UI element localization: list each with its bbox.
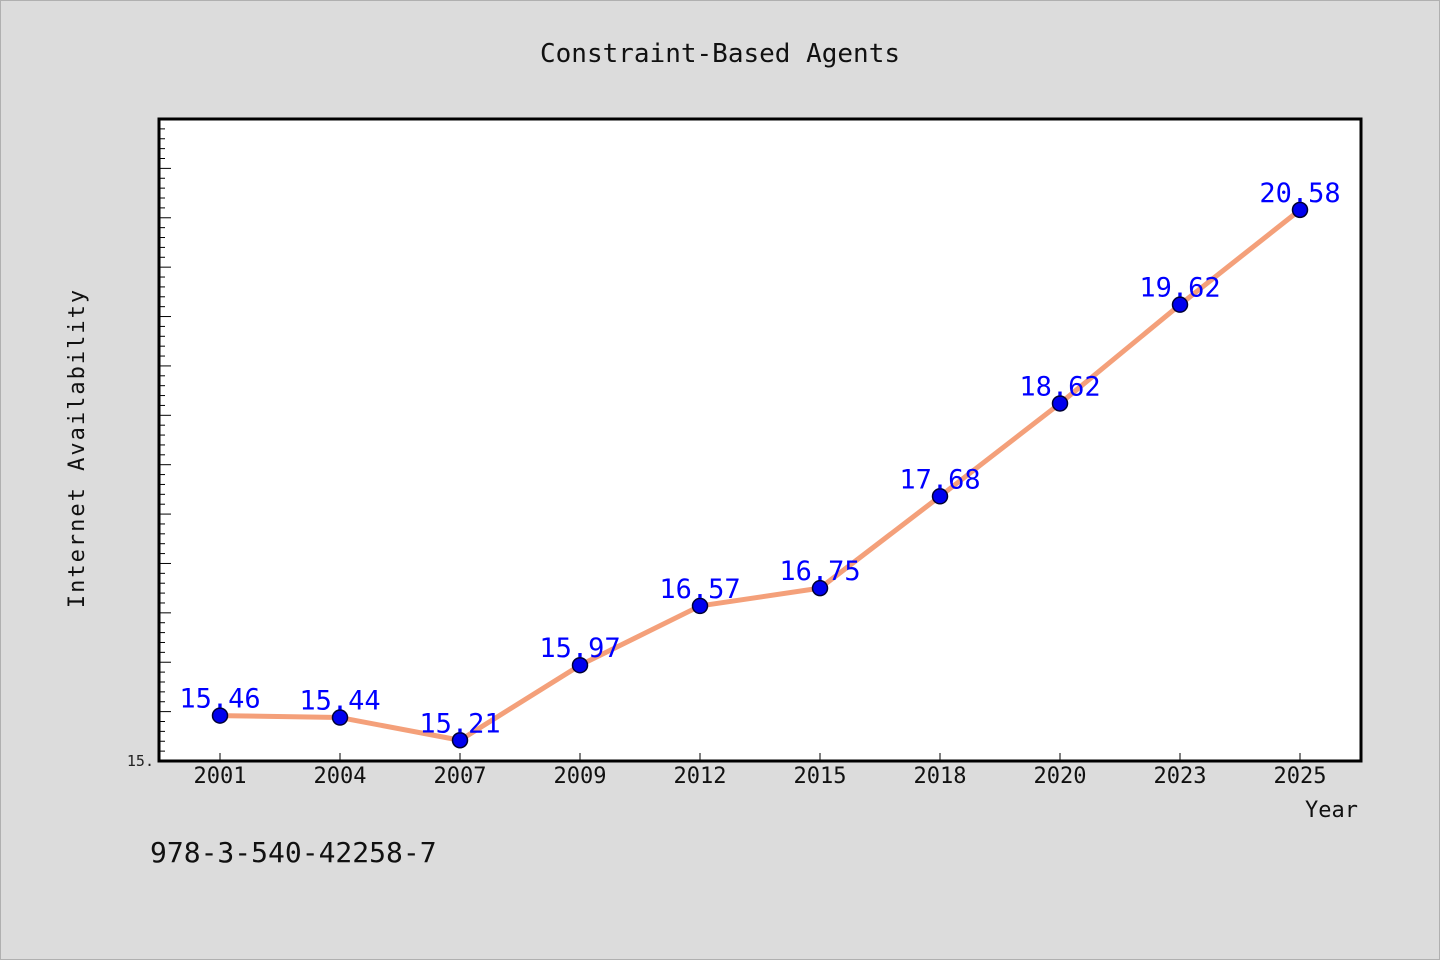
- y-tick-label: 15.: [127, 752, 154, 770]
- series-markers: [211, 201, 1309, 749]
- data-point: [1291, 201, 1309, 219]
- x-tick-label: 2001: [194, 764, 247, 789]
- chart-title: Constraint-Based Agents: [540, 39, 900, 69]
- footer-code: 978-3-540-42258-7: [150, 836, 437, 869]
- data-point: [451, 732, 469, 749]
- y-axis-label: Internet Availability: [65, 288, 90, 608]
- x-tick-label: 2018: [914, 764, 967, 789]
- data-point: [931, 488, 949, 505]
- data-label: 17.68: [899, 464, 980, 495]
- data-labels: 15.46 15.44 15.21 15.97 16.57 16.75 17.68 18.62…: [179, 178, 1340, 739]
- x-tick-label: 2012: [674, 764, 727, 789]
- x-tick-label: 2025: [1274, 764, 1327, 789]
- x-tick-labels: 2001 2004 2007 2009 2012 2015 2018 2020 2023 2025: [194, 764, 1327, 789]
- data-label: 20.58: [1259, 178, 1340, 209]
- x-tick-label: 2020: [1034, 764, 1087, 789]
- x-tick-label: 2015: [794, 764, 847, 789]
- data-point: [211, 707, 229, 724]
- data-label: 15.97: [539, 633, 620, 664]
- data-label: 15.46: [179, 684, 260, 715]
- data-label: 16.75: [779, 556, 860, 587]
- x-tick-label: 2007: [434, 764, 487, 789]
- plot-border: [157, 117, 1363, 763]
- data-label: 19.62: [1139, 273, 1220, 304]
- data-label: 18.62: [1019, 371, 1100, 402]
- data-label: 15.44: [299, 686, 380, 717]
- data-point: [331, 709, 349, 726]
- x-axis-label: Year: [1305, 798, 1358, 823]
- data-point: [1171, 296, 1189, 313]
- data-point: [1051, 395, 1069, 412]
- x-tick-label: 2004: [314, 764, 367, 789]
- data-point: [571, 656, 589, 674]
- data-point: [691, 597, 709, 615]
- plot-area: [159, 119, 1361, 761]
- data-label: 15.21: [419, 708, 500, 739]
- data-point: [811, 579, 829, 597]
- data-label: 16.57: [659, 574, 740, 605]
- series-line: [217, 207, 1303, 743]
- x-tick-label: 2023: [1154, 764, 1207, 789]
- x-tick-label: 2009: [554, 764, 607, 789]
